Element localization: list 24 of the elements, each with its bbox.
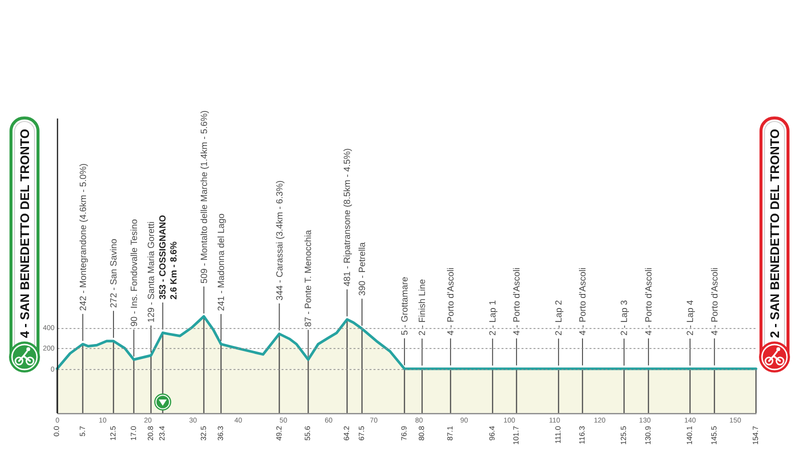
annotation: 481 - Ripatransone (8.5km - 4.5%) (342, 148, 352, 286)
annotation: 4 - Porto d'Ascoli (512, 268, 522, 336)
annotation: 509 - Montalto delle Marche (1.4km - 5.6%) (198, 110, 209, 284)
annotation: 4 - Porto d'Ascoli (643, 268, 654, 336)
annotation: 2 - Lap 1 (488, 300, 498, 336)
annotation: 87 - Ponte T. Menocchia (303, 230, 314, 327)
annotation: 272 - San Savino (108, 238, 118, 308)
annotation: 241 - Madonna del Lago (216, 213, 226, 312)
annotation: 2 - Finish Line (417, 279, 428, 336)
text: 2 - SAN BENEDETTO DEL TRONTO (768, 128, 782, 338)
annotation: 242 - Montegrandone (4.6km - 5.0%) (78, 163, 88, 311)
annotation: 2 - Lap 4 (685, 300, 696, 336)
annotation: 344 - Carassai (3.4km - 6.3%) (274, 180, 284, 300)
annotation: 129 - Santa Maria Goretti (146, 221, 156, 323)
annotation: 5 - Grottamare (399, 276, 410, 336)
text: 4 - SAN BENEDETTO DEL TRONTO (18, 128, 32, 338)
annotation: 90 - Ins. Fondovalle Tesino (128, 219, 139, 327)
annotation: 4 - Porto d'Ascoli (709, 268, 720, 336)
annotation: 4 - Porto d'Ascoli (446, 268, 456, 336)
annotation: 353 - COSSIGNANO 2.6 Km - 8.6% (158, 214, 179, 300)
annotation: 2 - Lap 2 (554, 300, 564, 336)
annotation: 4 - Porto d'Ascoli (577, 268, 588, 336)
annotation: 390 - Petrella (356, 242, 367, 296)
annotation: 2 - Lap 3 (619, 300, 630, 336)
